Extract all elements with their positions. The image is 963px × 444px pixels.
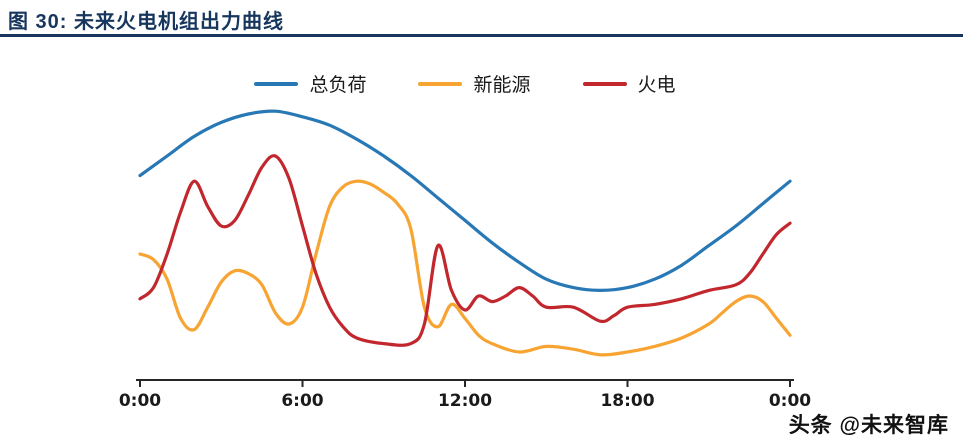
series-line-新能源 <box>138 179 792 357</box>
watermark-text: 头条 @未来智库 <box>788 414 949 437</box>
legend-label-new-energy: 新能源 <box>473 75 531 96</box>
series-line-总负荷 <box>138 109 792 292</box>
x-tick-label: 6:00 <box>281 391 323 411</box>
series-line-火电 <box>138 154 792 347</box>
legend-item-new-energy: 新能源 <box>418 70 531 97</box>
title-underline <box>0 34 963 37</box>
x-tick-label: 0:00 <box>769 391 811 411</box>
legend-line-thermal-power-icon <box>582 81 627 86</box>
legend-item-total-load: 总负荷 <box>254 70 366 97</box>
legend-line-total-load-icon <box>254 81 299 86</box>
x-tick-label: 0:00 <box>119 391 161 411</box>
legend-label-total-load: 总负荷 <box>309 75 367 96</box>
x-tick-label: 12:00 <box>438 391 492 411</box>
legend-label-thermal-power: 火电 <box>637 75 676 96</box>
legend-line-new-energy-icon <box>418 81 463 86</box>
figure-title: 图 30: 未来火电机组出力曲线 <box>8 11 285 33</box>
legend-item-thermal-power: 火电 <box>582 70 676 97</box>
chart-legend: 总负荷 新能源 火电 <box>0 70 930 97</box>
x-tick-label: 18:00 <box>600 391 654 411</box>
